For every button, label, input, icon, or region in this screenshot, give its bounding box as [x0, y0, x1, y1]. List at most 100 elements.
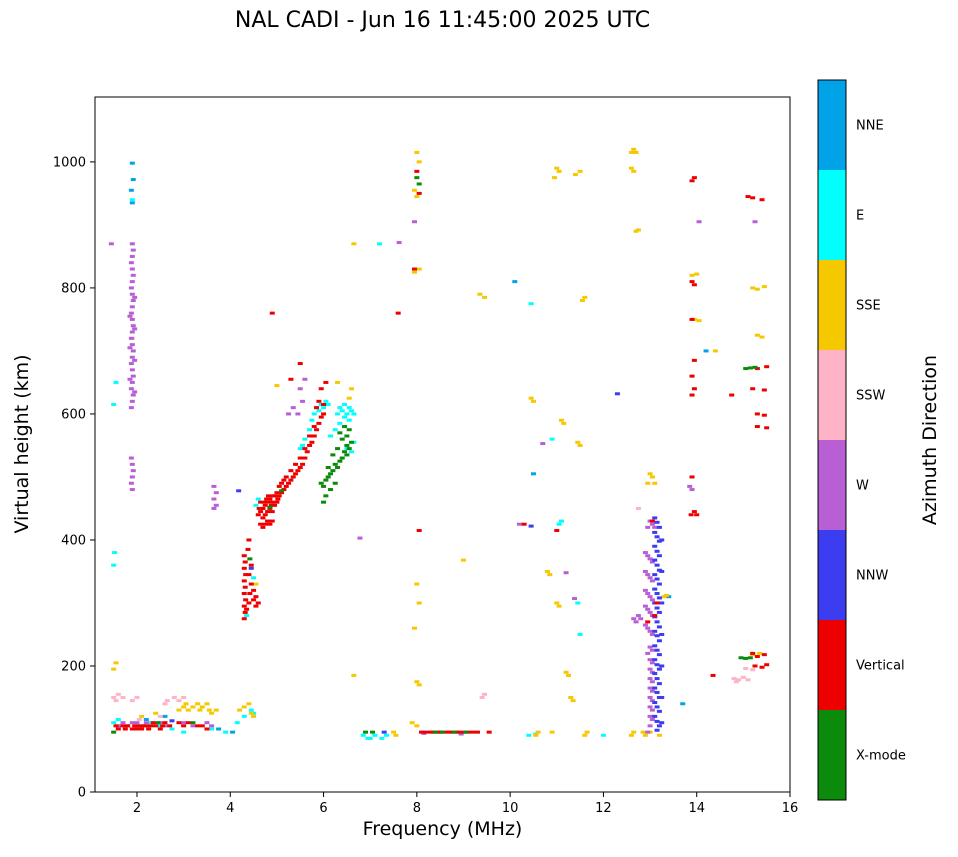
- data-point-W: [129, 317, 135, 321]
- data-point-NNW: [652, 629, 658, 633]
- data-point-Vertical: [691, 358, 697, 362]
- data-point-Vertical: [323, 380, 329, 384]
- data-point-SSE: [409, 721, 415, 725]
- data-point-W: [211, 497, 217, 501]
- data-point-Vertical: [318, 415, 324, 419]
- data-point-X-mode: [321, 500, 327, 504]
- data-point-W: [647, 714, 653, 718]
- data-point-W: [129, 343, 135, 347]
- data-point-W: [563, 571, 569, 575]
- data-point-W: [120, 721, 126, 725]
- data-point-E: [316, 409, 322, 413]
- data-point-W: [649, 579, 655, 583]
- data-point-W: [286, 412, 292, 416]
- data-point-NNW: [656, 709, 662, 713]
- data-point-W: [181, 721, 187, 725]
- data-point-Vertical: [120, 724, 126, 728]
- data-point-W: [130, 273, 136, 277]
- data-point-SSE: [206, 708, 212, 712]
- data-point-NNW: [656, 724, 662, 728]
- data-point-Vertical: [689, 317, 695, 321]
- data-point-Vertical: [267, 497, 273, 501]
- data-point-Vertical: [262, 522, 268, 526]
- data-point-Vertical: [710, 673, 716, 677]
- data-point-W: [127, 314, 133, 318]
- data-point-SSE: [414, 150, 420, 154]
- data-point-E: [300, 443, 306, 447]
- data-point-Vertical: [314, 428, 320, 432]
- data-point-Vertical: [311, 434, 317, 438]
- data-point-SSE: [351, 673, 357, 677]
- data-point-E: [384, 733, 390, 737]
- data-point-W: [647, 686, 653, 690]
- data-point-E: [575, 601, 581, 605]
- data-point-Vertical: [245, 547, 251, 551]
- data-point-NNW: [654, 634, 660, 638]
- data-point-NNW: [659, 664, 665, 668]
- data-point-Vertical: [132, 724, 138, 728]
- colorbar-tick-label: NNE: [856, 119, 884, 134]
- data-point-Vertical: [554, 529, 560, 533]
- data-point-SSE: [197, 708, 203, 712]
- data-point-Vertical: [286, 481, 292, 485]
- data-point-X-mode: [325, 465, 331, 469]
- data-point-SSE: [645, 481, 651, 485]
- data-point-Vertical: [258, 500, 264, 504]
- data-point-W: [108, 242, 114, 246]
- data-point-E: [111, 563, 117, 567]
- data-point-SSE: [647, 472, 653, 476]
- data-point-SSW: [481, 692, 487, 696]
- data-point-SSW: [113, 699, 119, 703]
- data-point-SSE: [416, 267, 422, 271]
- data-point-Vertical: [652, 614, 658, 618]
- data-point-Vertical: [199, 724, 205, 728]
- data-point-W: [128, 261, 134, 265]
- data-point-NNW: [652, 587, 658, 591]
- data-point-Vertical: [129, 727, 135, 731]
- data-point-E: [558, 519, 564, 523]
- data-point-SSE: [153, 711, 159, 715]
- data-point-SSW: [479, 695, 485, 699]
- data-point-Vertical: [262, 513, 268, 517]
- data-point-SSE: [584, 730, 590, 734]
- data-point-W: [649, 689, 655, 693]
- data-point-W: [130, 299, 136, 303]
- data-point-Vertical: [275, 497, 281, 501]
- data-point-Vertical: [253, 595, 259, 599]
- data-point-W: [647, 645, 653, 649]
- data-point-E: [302, 437, 308, 441]
- data-point-E: [248, 708, 254, 712]
- data-point-W: [631, 617, 637, 621]
- data-point-W: [130, 349, 136, 353]
- data-point-W: [687, 484, 693, 488]
- data-point-SSE: [640, 730, 646, 734]
- data-point-SSE: [237, 708, 243, 712]
- data-point-W: [647, 658, 653, 662]
- data-point-W: [649, 699, 655, 703]
- data-point-E: [349, 409, 355, 413]
- data-point-SSE: [712, 349, 718, 353]
- data-point-SSE: [416, 160, 422, 164]
- data-point-Vertical: [241, 554, 247, 558]
- data-point-NNW: [652, 558, 658, 562]
- data-point-X-mode: [342, 450, 348, 454]
- data-point-W: [209, 724, 215, 728]
- data-point-W: [302, 377, 308, 381]
- data-point-W: [649, 560, 655, 564]
- data-point-Vertical: [302, 456, 308, 460]
- data-point-Vertical: [729, 393, 735, 397]
- data-point-SSW: [181, 695, 187, 699]
- data-point-Vertical: [318, 387, 324, 391]
- data-point-E: [332, 428, 338, 432]
- colorbar-segment-X-mode: [818, 710, 846, 800]
- data-point-NNW: [652, 686, 658, 690]
- data-point-NNW: [656, 625, 662, 629]
- data-point-W: [572, 597, 578, 601]
- data-point-Vertical: [288, 377, 294, 381]
- data-point-Vertical: [754, 412, 760, 416]
- data-point-W: [652, 525, 658, 529]
- data-point-X-mode: [738, 656, 744, 660]
- data-point-X-mode: [440, 730, 445, 734]
- data-point-SSE: [204, 702, 210, 706]
- data-point-E: [113, 380, 119, 384]
